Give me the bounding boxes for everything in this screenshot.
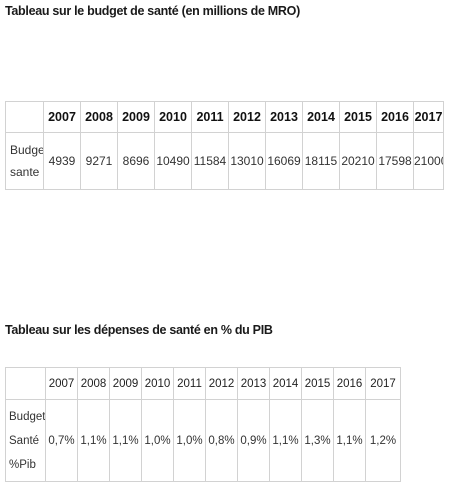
year-header: 2010 xyxy=(154,101,192,133)
year-header: 2011 xyxy=(191,101,229,133)
year-header: 2012 xyxy=(228,101,266,133)
value-cell: 13010 xyxy=(228,132,266,190)
row-label-line: Budget xyxy=(9,410,46,423)
pib-table-title: Tableau sur les dépenses de santé en % d… xyxy=(5,323,273,337)
year-header: 2009 xyxy=(109,367,142,400)
year-header: 2012 xyxy=(205,367,238,400)
row-label: Budget sante xyxy=(5,132,44,190)
header-corner-cell xyxy=(5,101,44,133)
year-header: 2013 xyxy=(265,101,303,133)
value-cell: 8696 xyxy=(117,132,155,190)
row-label: Budget Santé %Pib xyxy=(5,399,46,482)
pib-table: 2007 2008 2009 2010 2011 2012 2013 2014 … xyxy=(5,367,401,482)
table-row: Budget sante 4939 9271 8696 10490 11584 … xyxy=(5,132,444,190)
year-header: 2014 xyxy=(269,367,302,400)
budget-table: 2007 2008 2009 2010 2011 2012 2013 2014 … xyxy=(5,101,444,190)
value-cell: 17598 xyxy=(376,132,414,190)
table-row: Budget Santé %Pib 0,7% 1,1% 1,1% 1,0% 1,… xyxy=(5,399,401,482)
year-header: 2015 xyxy=(301,367,334,400)
value-cell: 21000 xyxy=(413,132,444,190)
year-header: 2008 xyxy=(77,367,110,400)
year-header: 2015 xyxy=(339,101,377,133)
value-cell: 1,0% xyxy=(173,399,206,482)
value-cell: 20210 xyxy=(339,132,377,190)
year-header: 2007 xyxy=(43,101,81,133)
budget-table-title: Tableau sur le budget de santé (en milli… xyxy=(5,4,300,18)
value-cell: 16069 xyxy=(265,132,303,190)
value-cell: 1,1% xyxy=(333,399,366,482)
header-corner-cell xyxy=(5,367,46,400)
year-header: 2016 xyxy=(376,101,414,133)
year-header: 2009 xyxy=(117,101,155,133)
row-label-line: Santé xyxy=(9,434,40,447)
table-header-row: 2007 2008 2009 2010 2011 2012 2013 2014 … xyxy=(5,101,444,133)
value-cell: 0,8% xyxy=(205,399,238,482)
year-header: 2017 xyxy=(413,101,444,133)
row-label-line: sante xyxy=(10,165,40,179)
year-header: 2011 xyxy=(173,367,206,400)
value-cell: 0,7% xyxy=(45,399,78,482)
row-label-line: Budget xyxy=(10,143,43,157)
year-header: 2014 xyxy=(302,101,340,133)
value-cell: 10490 xyxy=(154,132,192,190)
year-header: 2017 xyxy=(365,367,401,400)
value-cell: 9271 xyxy=(80,132,118,190)
value-cell: 0,9% xyxy=(237,399,270,482)
year-header: 2007 xyxy=(45,367,78,400)
value-cell: 1,1% xyxy=(269,399,302,482)
year-header: 2010 xyxy=(141,367,174,400)
value-cell: 1,2% xyxy=(365,399,401,482)
year-header: 2008 xyxy=(80,101,118,133)
value-cell: 1,1% xyxy=(77,399,110,482)
year-header: 2013 xyxy=(237,367,270,400)
value-cell: 4939 xyxy=(43,132,81,190)
value-cell: 1,0% xyxy=(141,399,174,482)
value-cell: 11584 xyxy=(191,132,229,190)
table-header-row: 2007 2008 2009 2010 2011 2012 2013 2014 … xyxy=(5,367,401,400)
year-header: 2016 xyxy=(333,367,366,400)
value-cell: 18115 xyxy=(302,132,340,190)
value-cell: 1,1% xyxy=(109,399,142,482)
row-label-line: %Pib xyxy=(9,458,36,471)
value-cell: 1,3% xyxy=(301,399,334,482)
